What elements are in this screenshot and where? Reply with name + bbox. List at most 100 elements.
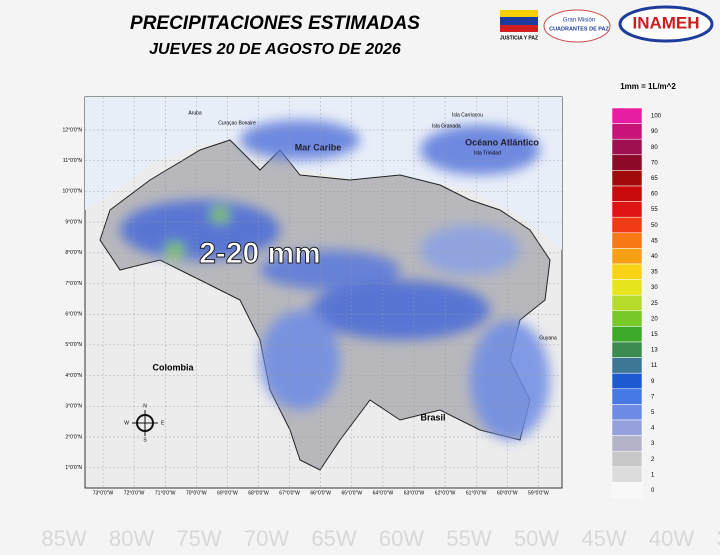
legend-value: 2 bbox=[651, 457, 655, 463]
lon-label: 65°0'0"W bbox=[342, 490, 363, 496]
legend-swatch bbox=[611, 357, 643, 374]
lat-label: 11°0'0"N bbox=[63, 158, 82, 164]
legend-value: 15 bbox=[651, 332, 658, 338]
subtitle: JUEVES 20 DE AGOSTO DE 2026 bbox=[149, 41, 401, 58]
legend-swatch bbox=[611, 482, 643, 499]
legend-swatch bbox=[611, 107, 643, 124]
legend-value: 5 bbox=[651, 410, 655, 416]
legend-swatch bbox=[611, 185, 643, 202]
flag-logo-band bbox=[500, 17, 538, 25]
lon-label: 63°0'0"W bbox=[404, 490, 425, 496]
legend-swatch bbox=[611, 404, 643, 421]
lon-label: 59°0'0"W bbox=[528, 490, 549, 496]
lon-label: 64°0'0"W bbox=[373, 490, 394, 496]
place-label: Curaçao Bonaire bbox=[218, 120, 256, 126]
background-lon-label: 35W bbox=[716, 526, 720, 551]
legend-value: 3 bbox=[651, 441, 655, 447]
lat-label: 1°0'0"N bbox=[65, 465, 82, 471]
logo-badge bbox=[543, 9, 611, 43]
logo-text: Gran Misión bbox=[563, 18, 595, 24]
legend-value: 30 bbox=[651, 285, 658, 291]
title: PRECIPITACIONES ESTIMADAS bbox=[130, 13, 420, 34]
background-lon-label: 85W bbox=[41, 526, 86, 551]
legend-swatch bbox=[611, 419, 643, 436]
legend-value: 55 bbox=[651, 207, 658, 213]
legend-swatch bbox=[611, 466, 643, 483]
lon-label: 73°0'0"W bbox=[93, 490, 114, 496]
lon-label: 62°0'0"W bbox=[435, 490, 456, 496]
background-lon-label: 55W bbox=[446, 526, 491, 551]
legend-value: 25 bbox=[651, 301, 658, 307]
flag-logo-band bbox=[500, 25, 538, 32]
lon-label: 66°0'0"W bbox=[310, 490, 331, 496]
lon-label: 61°0'0"W bbox=[466, 490, 487, 496]
lon-label: 68°0'0"W bbox=[248, 490, 269, 496]
legend-value: 20 bbox=[651, 316, 658, 322]
background-lon-label: 45W bbox=[581, 526, 626, 551]
legend-value: 35 bbox=[651, 270, 658, 276]
legend-value: 65 bbox=[651, 176, 658, 182]
legend-value: 50 bbox=[651, 223, 658, 229]
legend-swatch bbox=[611, 248, 643, 265]
background-lon-label: 70W bbox=[244, 526, 289, 551]
place-label: Isla Trinidad bbox=[474, 150, 501, 156]
place-label: Aruba bbox=[188, 110, 202, 116]
legend-value: 70 bbox=[651, 160, 658, 166]
legend-value: 11 bbox=[651, 363, 658, 369]
legend-value: 9 bbox=[651, 379, 655, 385]
legend-value: 13 bbox=[651, 348, 658, 354]
lat-label: 12°0'0"N bbox=[63, 127, 83, 133]
lat-label: 2°0'0"N bbox=[65, 434, 82, 440]
lon-label: 71°0'0"W bbox=[155, 490, 176, 496]
legend-swatch bbox=[611, 372, 643, 390]
background-lon-label: 40W bbox=[649, 526, 694, 551]
compass-cross bbox=[132, 410, 158, 436]
place-label: Brasil bbox=[420, 412, 445, 422]
lat-label: 10°0'0"N bbox=[63, 189, 83, 195]
background-lon-label: 75W bbox=[176, 526, 221, 551]
lat-label: 3°0'0"N bbox=[65, 404, 82, 410]
legend-swatch bbox=[611, 388, 643, 405]
legend-value: 4 bbox=[651, 426, 655, 432]
legend-swatch bbox=[611, 263, 643, 280]
legend-swatch bbox=[611, 123, 643, 140]
legend-swatch bbox=[611, 294, 643, 312]
legend-swatch bbox=[611, 326, 643, 343]
lon-label: 67°0'0"W bbox=[279, 490, 300, 496]
place-label: Mar Caribe bbox=[295, 142, 342, 152]
place-label: Colombia bbox=[152, 362, 194, 372]
place-label: Guyana bbox=[539, 335, 557, 341]
legend-value: 1 bbox=[651, 472, 655, 478]
legend-swatch bbox=[611, 279, 643, 296]
lon-label: 60°0'0"W bbox=[497, 490, 518, 496]
legend-swatch bbox=[611, 435, 643, 452]
legend-value: 45 bbox=[651, 238, 658, 244]
legend-swatch bbox=[611, 310, 643, 327]
place-label: Isla Carriacou bbox=[452, 112, 483, 118]
legend-value: 7 bbox=[651, 394, 655, 400]
legend-value: 100 bbox=[651, 114, 662, 120]
compass-label: S bbox=[143, 437, 147, 443]
background-lon-label: 50W bbox=[514, 526, 559, 551]
legend-value: 90 bbox=[651, 129, 658, 135]
lat-label: 4°0'0"N bbox=[65, 373, 82, 379]
legend-swatch bbox=[611, 170, 643, 187]
legend-swatch bbox=[611, 154, 643, 171]
lat-label: 6°0'0"N bbox=[65, 312, 82, 318]
place-label: Océano Atlántico bbox=[465, 137, 539, 147]
legend-swatch bbox=[611, 232, 643, 249]
lon-label: 72°0'0"W bbox=[124, 490, 145, 496]
legend-unit: 1mm = 1L/m^2 bbox=[620, 82, 676, 91]
legend-swatch bbox=[611, 450, 643, 468]
legend-value: 80 bbox=[651, 145, 658, 151]
compass-label: W bbox=[124, 420, 129, 426]
legend-swatch bbox=[611, 201, 643, 218]
legend-value: 0 bbox=[651, 488, 655, 494]
legend-swatch bbox=[611, 216, 643, 234]
place-label: Isla Granada bbox=[432, 123, 461, 129]
background-lon-label: 60W bbox=[379, 526, 424, 551]
compass-label: N bbox=[143, 403, 147, 409]
compass-label: E bbox=[161, 420, 165, 426]
lon-label: 69°0'0"W bbox=[217, 490, 238, 496]
